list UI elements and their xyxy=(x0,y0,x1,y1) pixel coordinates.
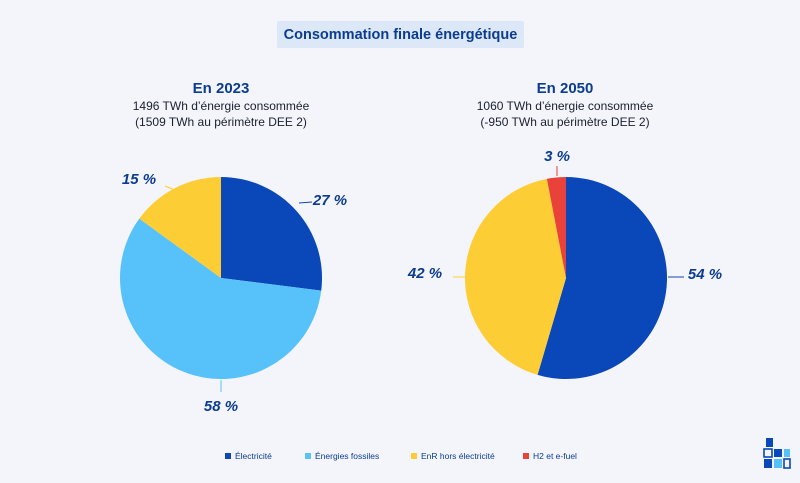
pie-2050-header: En 2050 1060 TWh d’énergie consommée (-9… xyxy=(425,80,705,130)
legend-label: H2 et e-fuel xyxy=(533,451,577,461)
chart-title: Consommation finale énergétique xyxy=(277,21,524,48)
pie-0-leader-line xyxy=(164,185,176,191)
pie-0-slice-enr xyxy=(139,177,221,278)
legend-item-fossiles: Énergies fossiles xyxy=(305,451,379,461)
legend-swatch xyxy=(411,453,417,459)
legend-label: Électricité xyxy=(235,451,272,461)
pie-0-label-electricite: 27 % xyxy=(312,192,347,209)
pie-2023-subtitle-1: 1496 TWh d’énergie consommée xyxy=(132,99,310,113)
legend-label: EnR hors électricité xyxy=(421,451,495,461)
legend-label: Énergies fossiles xyxy=(315,451,380,461)
pie-2050-subtitle-1: 1060 TWh d’énergie consommée xyxy=(476,99,654,113)
pie-0-slice-electricite xyxy=(221,177,323,291)
legend: Électricité Énergies fossiles EnR hors é… xyxy=(0,451,800,465)
legend-item-electricite: Électricité xyxy=(225,451,272,461)
pie-0-label-fossiles: 58 % xyxy=(204,398,238,415)
pie-2050-subtitle-2: (-950 TWh au périmètre DEE 2) xyxy=(480,115,650,129)
legend-swatch xyxy=(523,453,529,459)
legend-swatch xyxy=(225,453,231,459)
pie-1-label-h2: 3 % xyxy=(544,148,570,165)
pie-2023-year: En 2023 xyxy=(192,80,250,97)
pie-1-slice-h2 xyxy=(546,177,566,278)
pie-0-slice-fossiles xyxy=(120,218,322,379)
pie-1-slice-electricite xyxy=(537,177,667,379)
pie-1-slice-enr xyxy=(464,178,566,375)
pie-2023-subtitle-2: (1509 TWh au périmètre DEE 2) xyxy=(135,115,307,129)
legend-item-h2: H2 et e-fuel xyxy=(523,451,577,461)
pie-2023-header: En 2023 1496 TWh d’énergie consommée (15… xyxy=(81,80,361,130)
building-blocks-icon xyxy=(763,438,791,469)
pie-1-label-enr: 42 % xyxy=(407,265,442,282)
pie-0-leader-line xyxy=(298,201,313,204)
pie-0-label-enr: 15 % xyxy=(122,171,156,188)
legend-swatch xyxy=(305,453,311,459)
pie-1-label-electricite: 54 % xyxy=(688,266,722,283)
legend-item-enr: EnR hors électricité xyxy=(411,451,495,461)
pie-2050-year: En 2050 xyxy=(536,80,594,97)
